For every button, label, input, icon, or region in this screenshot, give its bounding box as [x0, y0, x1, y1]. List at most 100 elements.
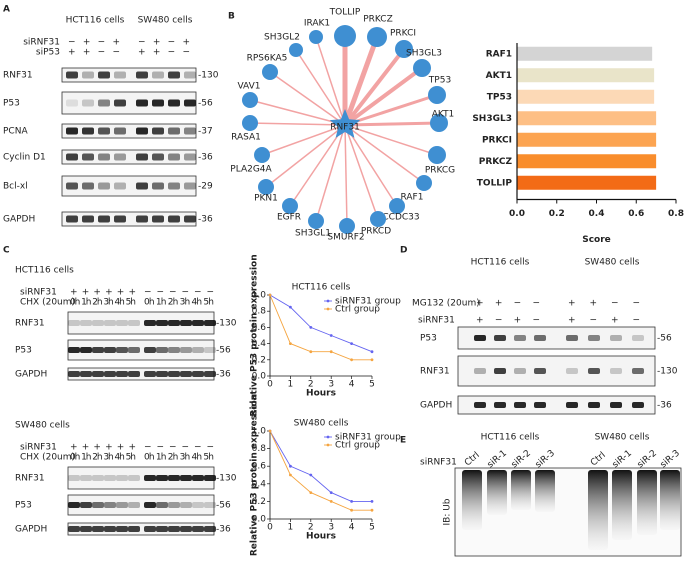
band — [128, 502, 140, 508]
band — [68, 526, 80, 532]
point — [370, 500, 374, 503]
series-line — [269, 430, 372, 511]
band — [104, 526, 116, 532]
x-tick-label: 4 — [349, 523, 355, 533]
band — [180, 320, 192, 326]
network-edge — [289, 124, 346, 207]
x-tick-label: 3 — [328, 380, 334, 390]
condition-signs: − + − + — [68, 38, 120, 48]
point — [370, 508, 374, 512]
legend-marker — [326, 443, 330, 447]
band — [136, 71, 148, 79]
band — [128, 475, 140, 481]
point — [268, 429, 272, 433]
band — [82, 215, 94, 223]
condition-signs: − − − − − − — [144, 288, 214, 298]
point — [329, 334, 333, 337]
band — [168, 526, 180, 532]
band — [114, 153, 126, 161]
band — [204, 371, 216, 377]
network-node — [428, 146, 446, 164]
network-edge — [315, 36, 346, 126]
band — [204, 320, 216, 326]
band — [192, 502, 204, 508]
bar — [517, 68, 655, 83]
band — [128, 347, 140, 353]
lane-label: siR-3 — [534, 448, 557, 470]
band — [610, 368, 622, 374]
band — [156, 320, 168, 326]
blot-frame — [457, 395, 656, 415]
y-tick-label: 0.0 — [252, 515, 267, 525]
band — [192, 347, 204, 353]
band — [588, 335, 600, 341]
band — [68, 371, 80, 377]
node-label: RASA1 — [231, 133, 261, 143]
network-edge — [261, 124, 346, 156]
y-axis-label: Relative P53 protein expression — [250, 254, 260, 416]
node-label: PKN1 — [254, 194, 278, 204]
point — [289, 473, 292, 477]
molecular-weight: -130 — [216, 319, 237, 329]
network-edge — [344, 124, 438, 156]
band — [82, 182, 94, 190]
band — [104, 371, 116, 377]
molecular-weight: -36 — [216, 370, 231, 380]
smear — [588, 470, 608, 550]
point — [329, 491, 333, 494]
band — [632, 402, 644, 408]
band — [116, 475, 128, 481]
condition-signs: − + − + — [138, 38, 190, 48]
smear — [535, 470, 555, 512]
band — [128, 320, 140, 326]
y-tick-label: 0.8 — [252, 444, 267, 454]
network-node — [254, 147, 270, 163]
band — [184, 127, 196, 135]
condition-signs: + − + − — [568, 316, 640, 326]
network-node — [430, 114, 448, 132]
band — [152, 127, 164, 135]
chart-title: SW480 cells — [294, 419, 349, 429]
panel-label: E — [400, 436, 406, 446]
band — [168, 475, 180, 481]
category-label: PRKCI — [482, 135, 512, 145]
band — [68, 475, 80, 481]
band — [494, 368, 506, 374]
band — [98, 71, 110, 79]
band — [82, 153, 94, 161]
legend-marker — [326, 307, 330, 311]
category-label: AKT1 — [486, 71, 512, 81]
band — [136, 127, 148, 135]
network-node — [242, 92, 258, 108]
band — [180, 347, 192, 353]
network-node — [413, 59, 431, 77]
blot-label: RNF31 — [3, 71, 33, 81]
band — [514, 335, 526, 341]
band — [144, 502, 156, 508]
band — [184, 153, 196, 161]
legend-marker — [326, 299, 330, 303]
point — [289, 342, 292, 345]
lane-label: siR-2 — [636, 448, 659, 470]
condition-signs: 0h 1h 2h 3h 4h 5h — [70, 298, 136, 308]
y-tick-label: 0.6 — [252, 323, 267, 333]
point — [268, 293, 272, 297]
blot-label: P53 — [3, 99, 20, 109]
lane-label: siR-2 — [510, 448, 533, 470]
series-line — [269, 294, 373, 353]
band — [144, 526, 156, 532]
band — [566, 402, 578, 408]
network-edge — [344, 124, 379, 220]
network-node — [262, 64, 278, 80]
band — [66, 127, 78, 135]
point — [329, 500, 333, 503]
network-center — [329, 109, 361, 138]
band — [136, 153, 148, 161]
band — [116, 320, 128, 326]
point — [309, 491, 313, 494]
band — [168, 71, 180, 79]
node-label: EGFR — [277, 213, 301, 223]
molecular-weight: -56 — [198, 99, 213, 109]
cell-line: HCT116 cells — [481, 433, 540, 443]
band — [534, 335, 546, 341]
